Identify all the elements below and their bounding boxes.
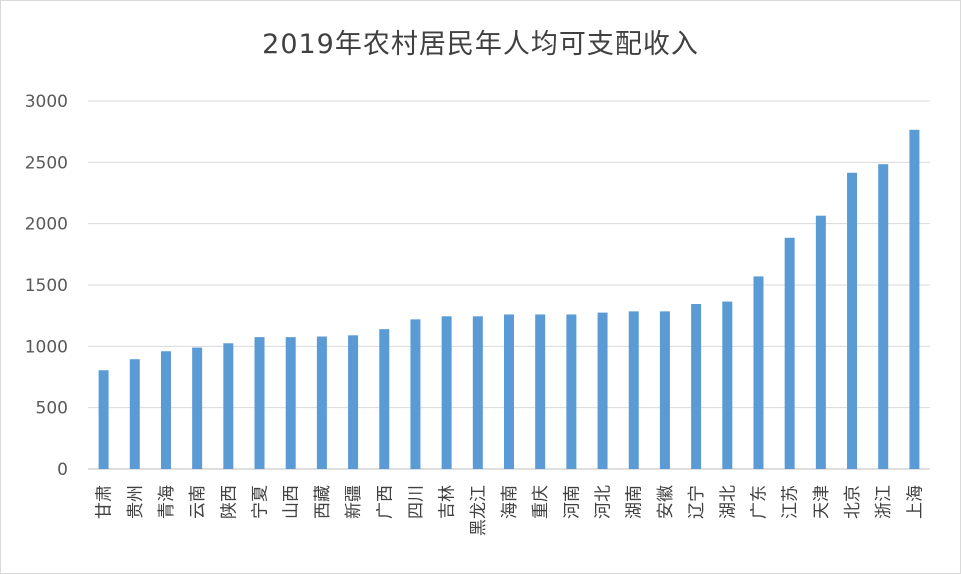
bar <box>566 314 577 469</box>
x-tick-label: 新疆 <box>344 485 364 519</box>
x-tick-label: 山西 <box>282 485 302 519</box>
bar <box>285 337 296 469</box>
bar <box>691 304 702 469</box>
bar <box>441 316 452 469</box>
x-tick-label: 黑龙江 <box>469 485 489 536</box>
bar <box>753 276 764 469</box>
x-tick-label: 湖北 <box>718 485 738 519</box>
x-tick-label: 天津 <box>812 485 832 519</box>
x-tick-label: 河北 <box>594 485 614 519</box>
bar <box>535 314 546 469</box>
x-tick-label: 广东 <box>749 485 769 519</box>
x-tick-label: 陕西 <box>219 485 239 519</box>
bar <box>878 164 889 469</box>
bar <box>160 351 171 469</box>
x-tick-label: 湖南 <box>625 485 645 519</box>
y-tick-label: 2000 <box>25 215 68 235</box>
bar <box>472 316 483 469</box>
bar <box>192 347 203 469</box>
x-tick-label: 吉林 <box>438 485 458 519</box>
y-tick-label: 1500 <box>25 276 68 296</box>
x-tick-label: 贵州 <box>126 485 146 519</box>
x-tick-label: 上海 <box>905 485 925 519</box>
x-tick-label: 云南 <box>188 485 208 519</box>
x-tick-label: 西藏 <box>313 485 333 519</box>
bar <box>379 329 390 469</box>
bar <box>659 311 670 469</box>
x-tick-label: 海南 <box>500 485 520 519</box>
bar <box>348 335 359 469</box>
bar <box>722 301 733 469</box>
bar <box>597 312 608 469</box>
bar <box>316 336 327 469</box>
bar <box>254 337 265 469</box>
chart-title: 2019年农村居民年人均可支配收入 <box>262 29 699 60</box>
x-tick-label: 重庆 <box>531 485 551 519</box>
y-tick-label: 3000 <box>25 92 68 112</box>
x-tick-label: 四川 <box>406 485 426 519</box>
y-tick-label: 500 <box>36 399 68 419</box>
y-tick-label: 2500 <box>25 153 68 173</box>
bar <box>784 237 795 469</box>
y-tick-label: 1000 <box>25 337 68 357</box>
bar <box>410 319 421 469</box>
x-tick-label: 浙江 <box>874 485 894 519</box>
bar <box>129 359 140 469</box>
x-tick-label: 青海 <box>157 485 177 519</box>
y-tick-label: 0 <box>57 460 68 480</box>
bar <box>98 370 109 469</box>
bar <box>909 129 920 469</box>
bar <box>504 314 514 469</box>
x-tick-label: 安徽 <box>656 485 676 519</box>
x-tick-label: 宁夏 <box>251 485 271 519</box>
bar <box>223 343 234 469</box>
x-tick-label: 北京 <box>843 485 863 519</box>
x-tick-label: 江苏 <box>781 485 801 519</box>
x-tick-label: 河南 <box>562 485 582 519</box>
x-tick-label: 辽宁 <box>687 485 707 519</box>
bar <box>815 215 826 469</box>
x-tick-label: 广西 <box>375 485 395 519</box>
bar <box>628 311 639 469</box>
bar <box>847 172 858 469</box>
x-tick-label: 甘肃 <box>95 485 115 519</box>
